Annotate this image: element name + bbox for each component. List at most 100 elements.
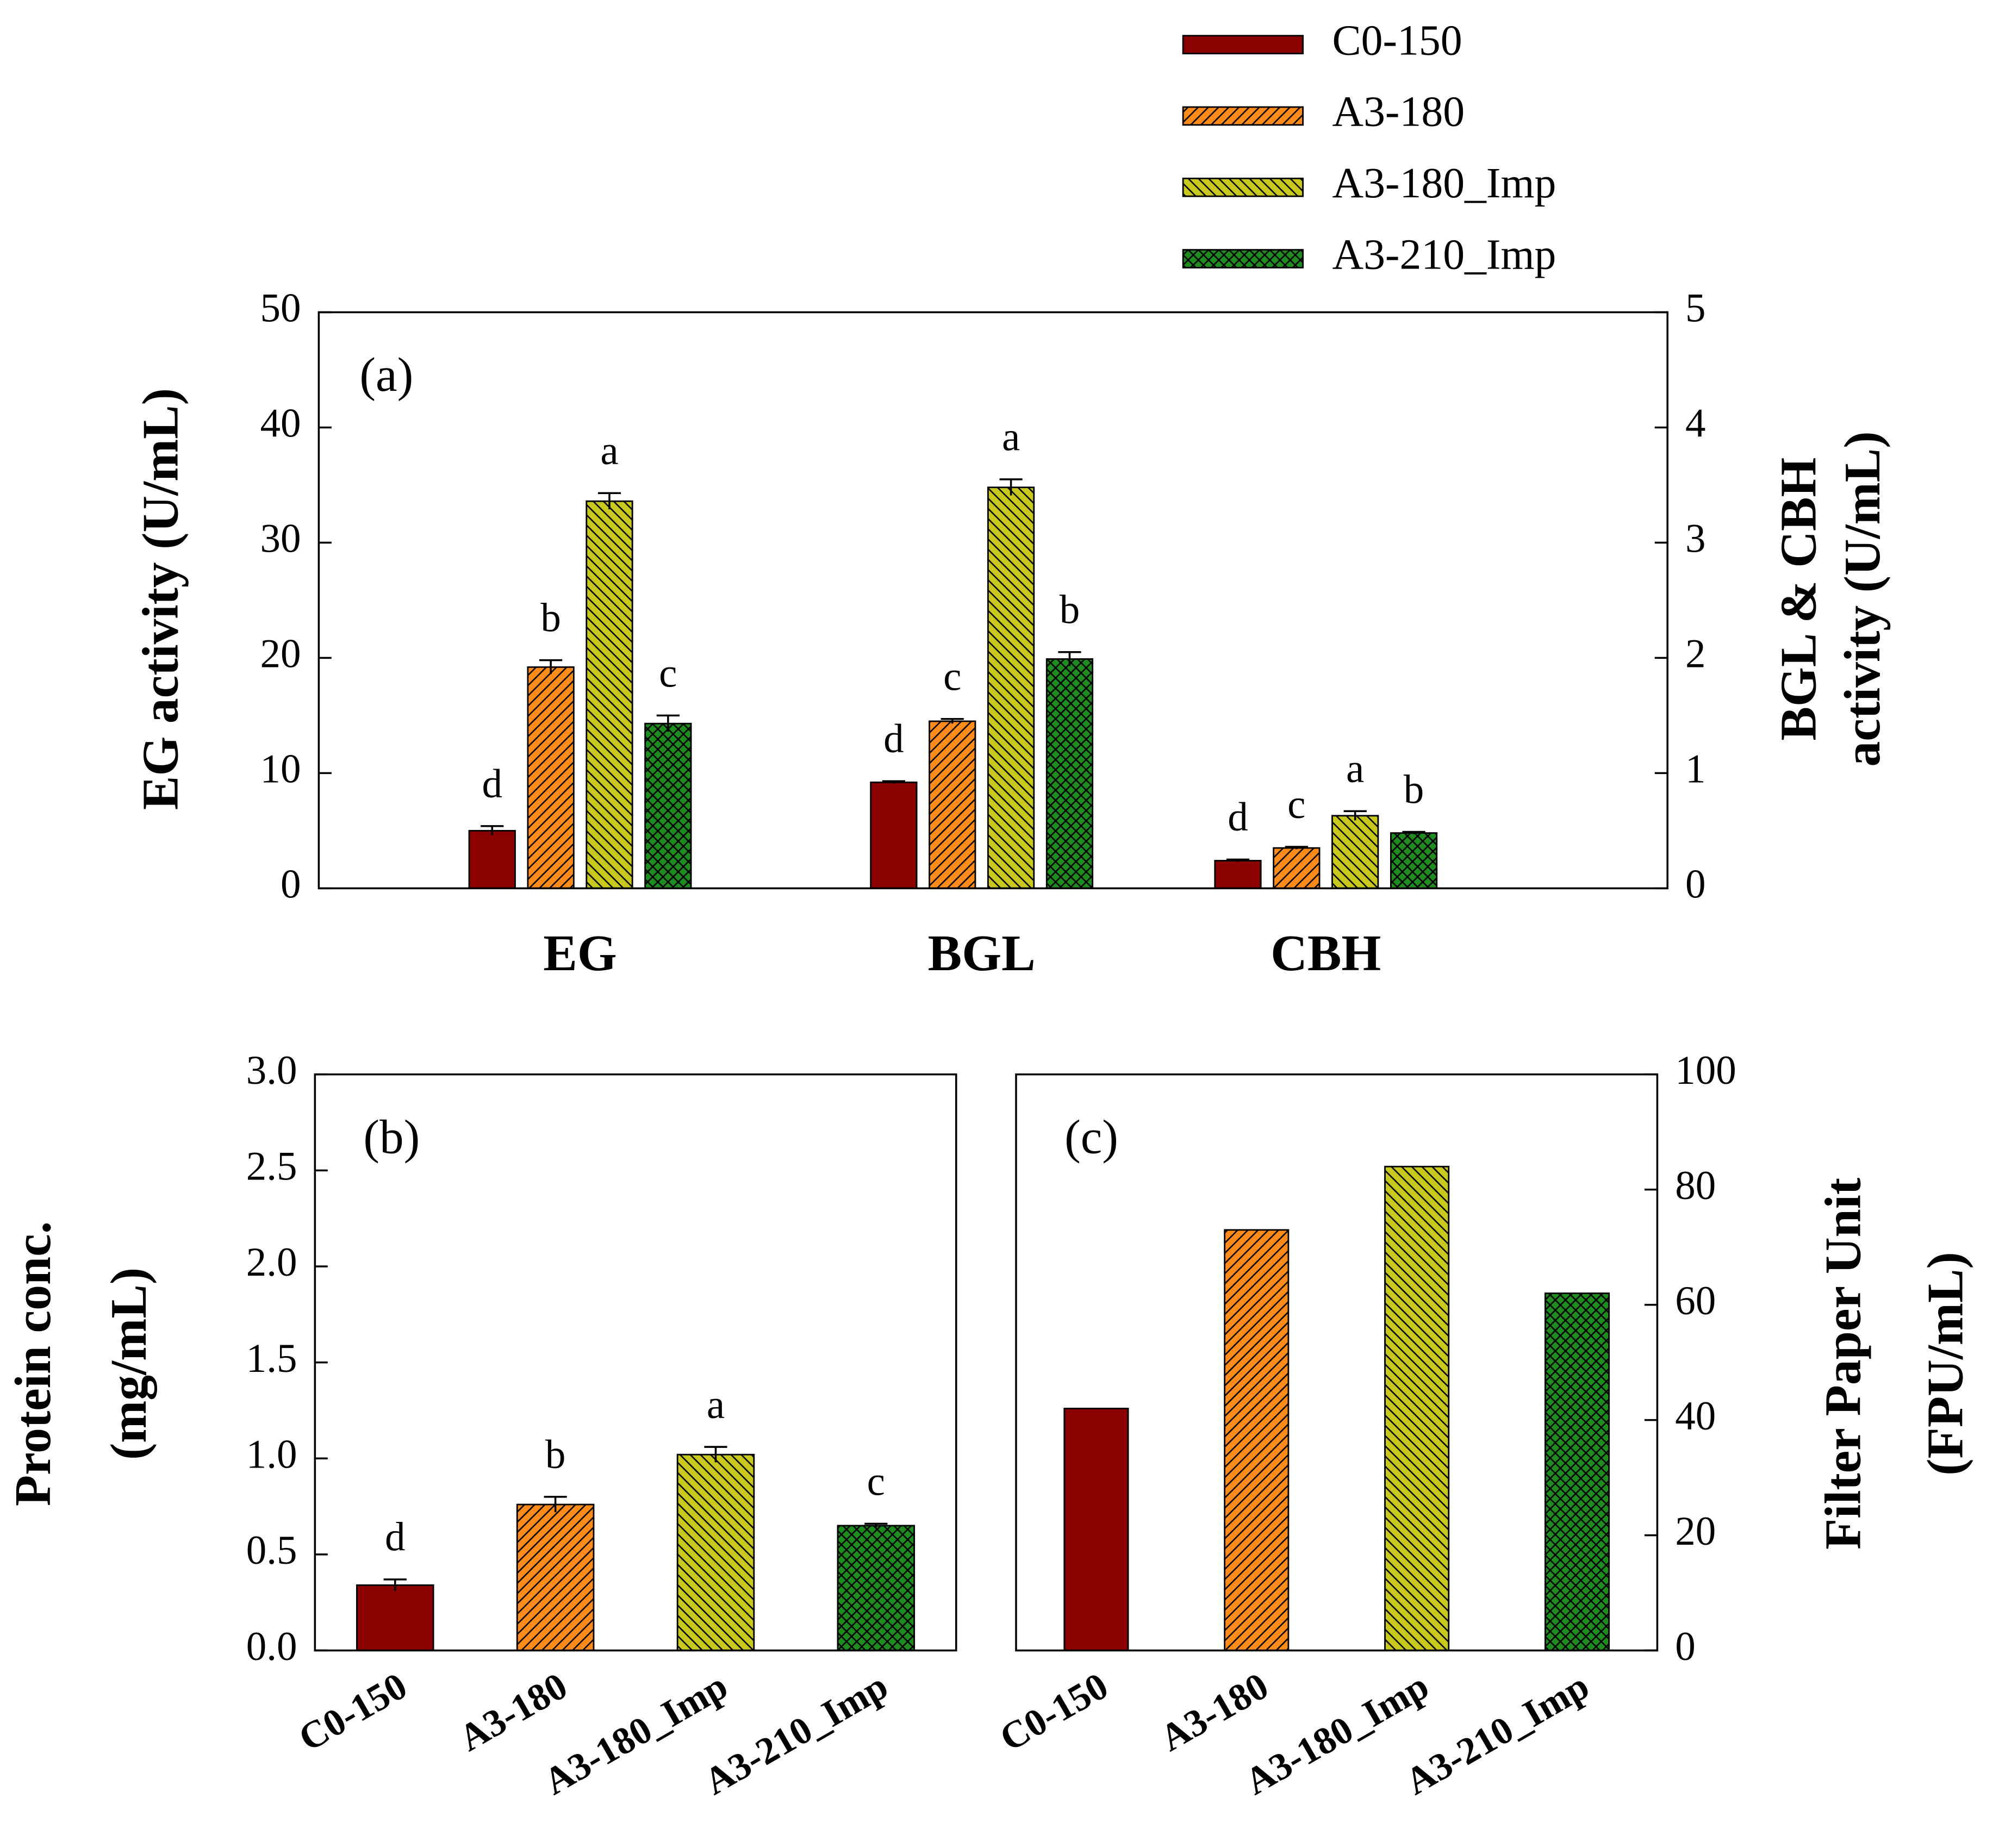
y-tick-label: 40 <box>1675 1394 1716 1439</box>
x-tick-label: C0-150 <box>993 1664 1115 1759</box>
legend-label: A3-210_Imp <box>1332 230 1556 278</box>
error-bar <box>539 659 563 675</box>
bar <box>356 1584 434 1651</box>
bar <box>468 829 516 889</box>
y-axis-label: (mg/mL) <box>101 1268 157 1460</box>
y-tick-label: 1 <box>1685 747 1706 792</box>
significance-label: d <box>883 716 904 761</box>
significance-label: c <box>867 1459 885 1504</box>
x-tick-label: CBH <box>1271 925 1381 982</box>
bar <box>1331 815 1379 889</box>
y-axis-label: Protein conc. <box>5 1221 61 1506</box>
bar <box>1214 860 1262 889</box>
x-tick-label: C0-150 <box>292 1664 414 1759</box>
y-tick-label: 0 <box>1685 862 1706 907</box>
error-bar <box>1226 858 1250 862</box>
y-tick-label: 50 <box>260 286 301 331</box>
error-bar <box>704 1446 727 1463</box>
bar <box>1063 1408 1129 1651</box>
panel-label: (b) <box>363 1110 420 1164</box>
error-bar <box>1285 846 1308 850</box>
y-tick-label: 20 <box>260 632 301 677</box>
panel-label: (a) <box>359 348 413 402</box>
bar <box>870 781 918 889</box>
x-tick-label: A3-180_Imp <box>537 1664 734 1803</box>
y-tick-label: 1.5 <box>246 1336 297 1381</box>
y-axis-label: (FPU/mL) <box>1917 1252 1973 1475</box>
y-tick-label: 2.5 <box>246 1144 297 1189</box>
x-tick-label: A3-180 <box>452 1664 574 1759</box>
y-tick-label: 1.0 <box>246 1432 297 1477</box>
y-tick-label: 5 <box>1685 286 1706 331</box>
error-bar <box>882 780 905 784</box>
y-tick-label: 20 <box>1675 1509 1716 1554</box>
significance-label: a <box>707 1382 725 1427</box>
error-bar <box>1402 831 1425 834</box>
bar <box>586 500 633 889</box>
y-tick-label: 100 <box>1675 1048 1736 1093</box>
y-tick-label: 0 <box>1675 1624 1696 1669</box>
legend-swatch <box>1182 35 1304 54</box>
significance-label: a <box>600 428 618 473</box>
legend-label: A3-180_Imp <box>1332 159 1556 207</box>
x-tick-label: EG <box>543 925 617 982</box>
bar <box>527 666 575 889</box>
y-tick-label: 0.5 <box>246 1528 297 1573</box>
panel-label: (c) <box>1064 1110 1118 1164</box>
legend-label: A3-180 <box>1332 88 1465 136</box>
bar <box>1224 1229 1290 1651</box>
error-bar <box>1058 651 1081 666</box>
x-tick-label: A3-180 <box>1153 1664 1275 1759</box>
bar <box>1384 1165 1450 1651</box>
y-tick-label: 30 <box>260 516 301 561</box>
y-axis-label: EG activity (U/mL) <box>133 388 189 810</box>
y-tick-label: 40 <box>260 401 301 446</box>
y-tick-label: 60 <box>1675 1278 1716 1323</box>
error-bar <box>941 717 964 724</box>
bar <box>1273 847 1321 889</box>
y-tick-label: 4 <box>1685 401 1706 446</box>
legend-swatch <box>1182 106 1304 126</box>
significance-label: c <box>943 654 961 700</box>
legend-label: C0-150 <box>1332 16 1462 64</box>
error-bar <box>597 492 621 509</box>
y-tick-label: 2.0 <box>246 1240 297 1285</box>
significance-label: d <box>1228 795 1248 840</box>
y-tick-label: 0.0 <box>246 1624 297 1669</box>
bar <box>1544 1293 1610 1651</box>
bar <box>516 1503 595 1651</box>
y-tick-label: 3 <box>1685 516 1706 561</box>
bar <box>837 1525 916 1651</box>
y2-axis-label: activity (U/mL) <box>1834 431 1891 766</box>
bar <box>929 720 976 889</box>
y-tick-label: 2 <box>1685 632 1706 677</box>
error-bar <box>544 1496 567 1513</box>
error-bar <box>656 714 680 732</box>
y2-axis-label: BGL & CBH <box>1771 458 1827 741</box>
legend-swatch <box>1182 249 1304 269</box>
significance-label: b <box>1404 767 1424 812</box>
y-tick-label: 3.0 <box>246 1048 297 1093</box>
plot-frame <box>314 1073 957 1652</box>
y-tick-label: 0 <box>281 862 301 907</box>
x-tick-label: A3-210_Imp <box>1398 1664 1596 1803</box>
significance-label: a <box>1002 415 1020 460</box>
significance-label: b <box>540 596 561 641</box>
bar <box>1045 658 1094 889</box>
error-bar <box>383 1578 407 1591</box>
error-bar <box>481 825 504 835</box>
y-tick-label: 10 <box>260 747 301 792</box>
significance-label: a <box>1346 746 1364 791</box>
legend-swatch <box>1182 177 1304 197</box>
bar <box>676 1453 755 1651</box>
plot-frame <box>1015 1073 1659 1652</box>
x-tick-label: BGL <box>928 925 1036 982</box>
x-tick-label: A3-180_Imp <box>1238 1664 1436 1803</box>
y-axis-label: Filter Paper Unit <box>1815 1178 1872 1550</box>
significance-label: c <box>1287 782 1305 827</box>
error-bar <box>999 478 1023 496</box>
bar <box>1390 832 1438 889</box>
significance-label: b <box>1060 588 1080 633</box>
x-tick-label: A3-210_Imp <box>697 1664 895 1803</box>
